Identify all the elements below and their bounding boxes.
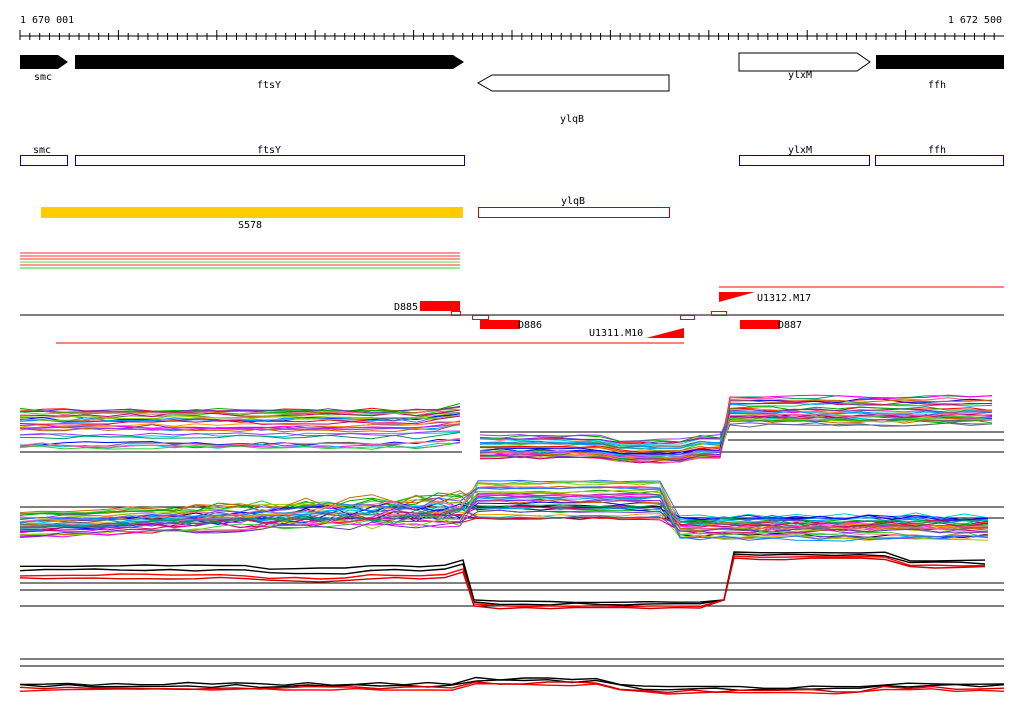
signal-line: [20, 508, 989, 529]
feature-D886[interactable]: [480, 320, 520, 329]
gene-box-ffh[interactable]: [875, 155, 1004, 166]
signal-line: [19, 408, 461, 416]
signal-line: [19, 437, 461, 447]
position-ruler: 1 670 001 1 672 500: [19, 15, 1004, 40]
gene-label-smc: smc: [34, 72, 52, 83]
feature-U1311-M10[interactable]: [646, 328, 684, 338]
gene-box-ylxM[interactable]: [739, 155, 870, 166]
signal-line: [19, 421, 461, 429]
signal-line: [19, 555, 986, 608]
signal-line: [20, 551, 986, 604]
signal-line: [19, 403, 461, 413]
gene-arrow-ffh[interactable]: [876, 55, 1004, 69]
signal-line: [19, 430, 461, 437]
gene-arrow-smc[interactable]: [20, 55, 68, 69]
gene-label-ylxM: ylxM: [788, 70, 812, 81]
gene-box-label-ylqB: ylqB: [561, 196, 585, 207]
signal-line: [19, 421, 461, 428]
gene-box-label-ffh: ffh: [928, 145, 946, 156]
feature-label-D887: D887: [778, 320, 802, 331]
signal-line: [19, 504, 989, 529]
gene-box-track: smc ftsY ylxM ffh ylqB: [20, 145, 1004, 218]
gene-box-label-smc: smc: [33, 145, 51, 156]
signal-line: [19, 423, 461, 433]
signal-line: [19, 553, 986, 606]
gene-box-ylqB[interactable]: [478, 207, 670, 218]
feature-label-U1312-M17: U1312.M17: [757, 293, 811, 304]
signal-line: [19, 676, 1005, 689]
gene-box-label-ylxM: ylxM: [788, 145, 812, 156]
feature-connectors: [451, 311, 727, 320]
signal-line: [479, 410, 993, 449]
feature-D887[interactable]: [740, 320, 780, 329]
ruler-end-label: 1 672 500: [948, 15, 1002, 26]
gene-arrow-ylqB[interactable]: [476, 74, 670, 92]
signal-line: [19, 509, 989, 538]
segment-label-S578: S578: [238, 220, 262, 231]
ruler-start-label: 1 670 001: [20, 15, 74, 26]
signal-line: [19, 414, 461, 421]
ruler-ticks: [19, 30, 995, 40]
signal-line: [480, 408, 992, 462]
signal-line: [19, 438, 461, 446]
signal-line: [19, 486, 989, 541]
segment-S578[interactable]: [41, 207, 463, 218]
signal-line: [19, 503, 989, 526]
signal-line: [19, 481, 989, 533]
signal-line: [19, 405, 461, 413]
gene-label-ftsY: ftsY: [257, 80, 281, 91]
signal-line: [19, 489, 989, 541]
gene-box-ftsY[interactable]: [75, 155, 465, 166]
signal-line: [19, 681, 1005, 694]
gene-label-ffh: ffh: [928, 80, 946, 91]
gene-arrow-track: smc ftsY ylqB ylxM ffh: [20, 52, 1004, 125]
feature-U1312-M17[interactable]: [719, 292, 755, 302]
read-lines-track: [20, 252, 460, 269]
signal-line: [19, 485, 989, 531]
signal-line: [19, 432, 461, 440]
gene-label-ylqB: ylqB: [560, 114, 584, 125]
signal-line: [19, 557, 986, 610]
gene-arrow-ylxM[interactable]: [738, 52, 871, 72]
segment-track: S578: [41, 207, 463, 231]
gene-arrow-ftsY[interactable]: [75, 55, 464, 69]
feature-label-D885: D885: [394, 302, 418, 313]
feature-label-D886: D886: [518, 320, 542, 331]
signal-line: [19, 414, 461, 422]
feature-D885[interactable]: [420, 301, 460, 311]
signal-line: [19, 415, 461, 425]
signal-line: [479, 418, 993, 462]
feature-track: D885 D886 U1311.M10 U1312.M17 D887: [20, 286, 1004, 344]
signal-tracks: [19, 394, 1005, 695]
gene-box-label-ftsY: ftsY: [257, 145, 281, 156]
signal-line: [19, 678, 1005, 692]
feature-label-U1311-M10: U1311.M10: [589, 328, 643, 339]
gene-box-smc[interactable]: [20, 155, 68, 166]
